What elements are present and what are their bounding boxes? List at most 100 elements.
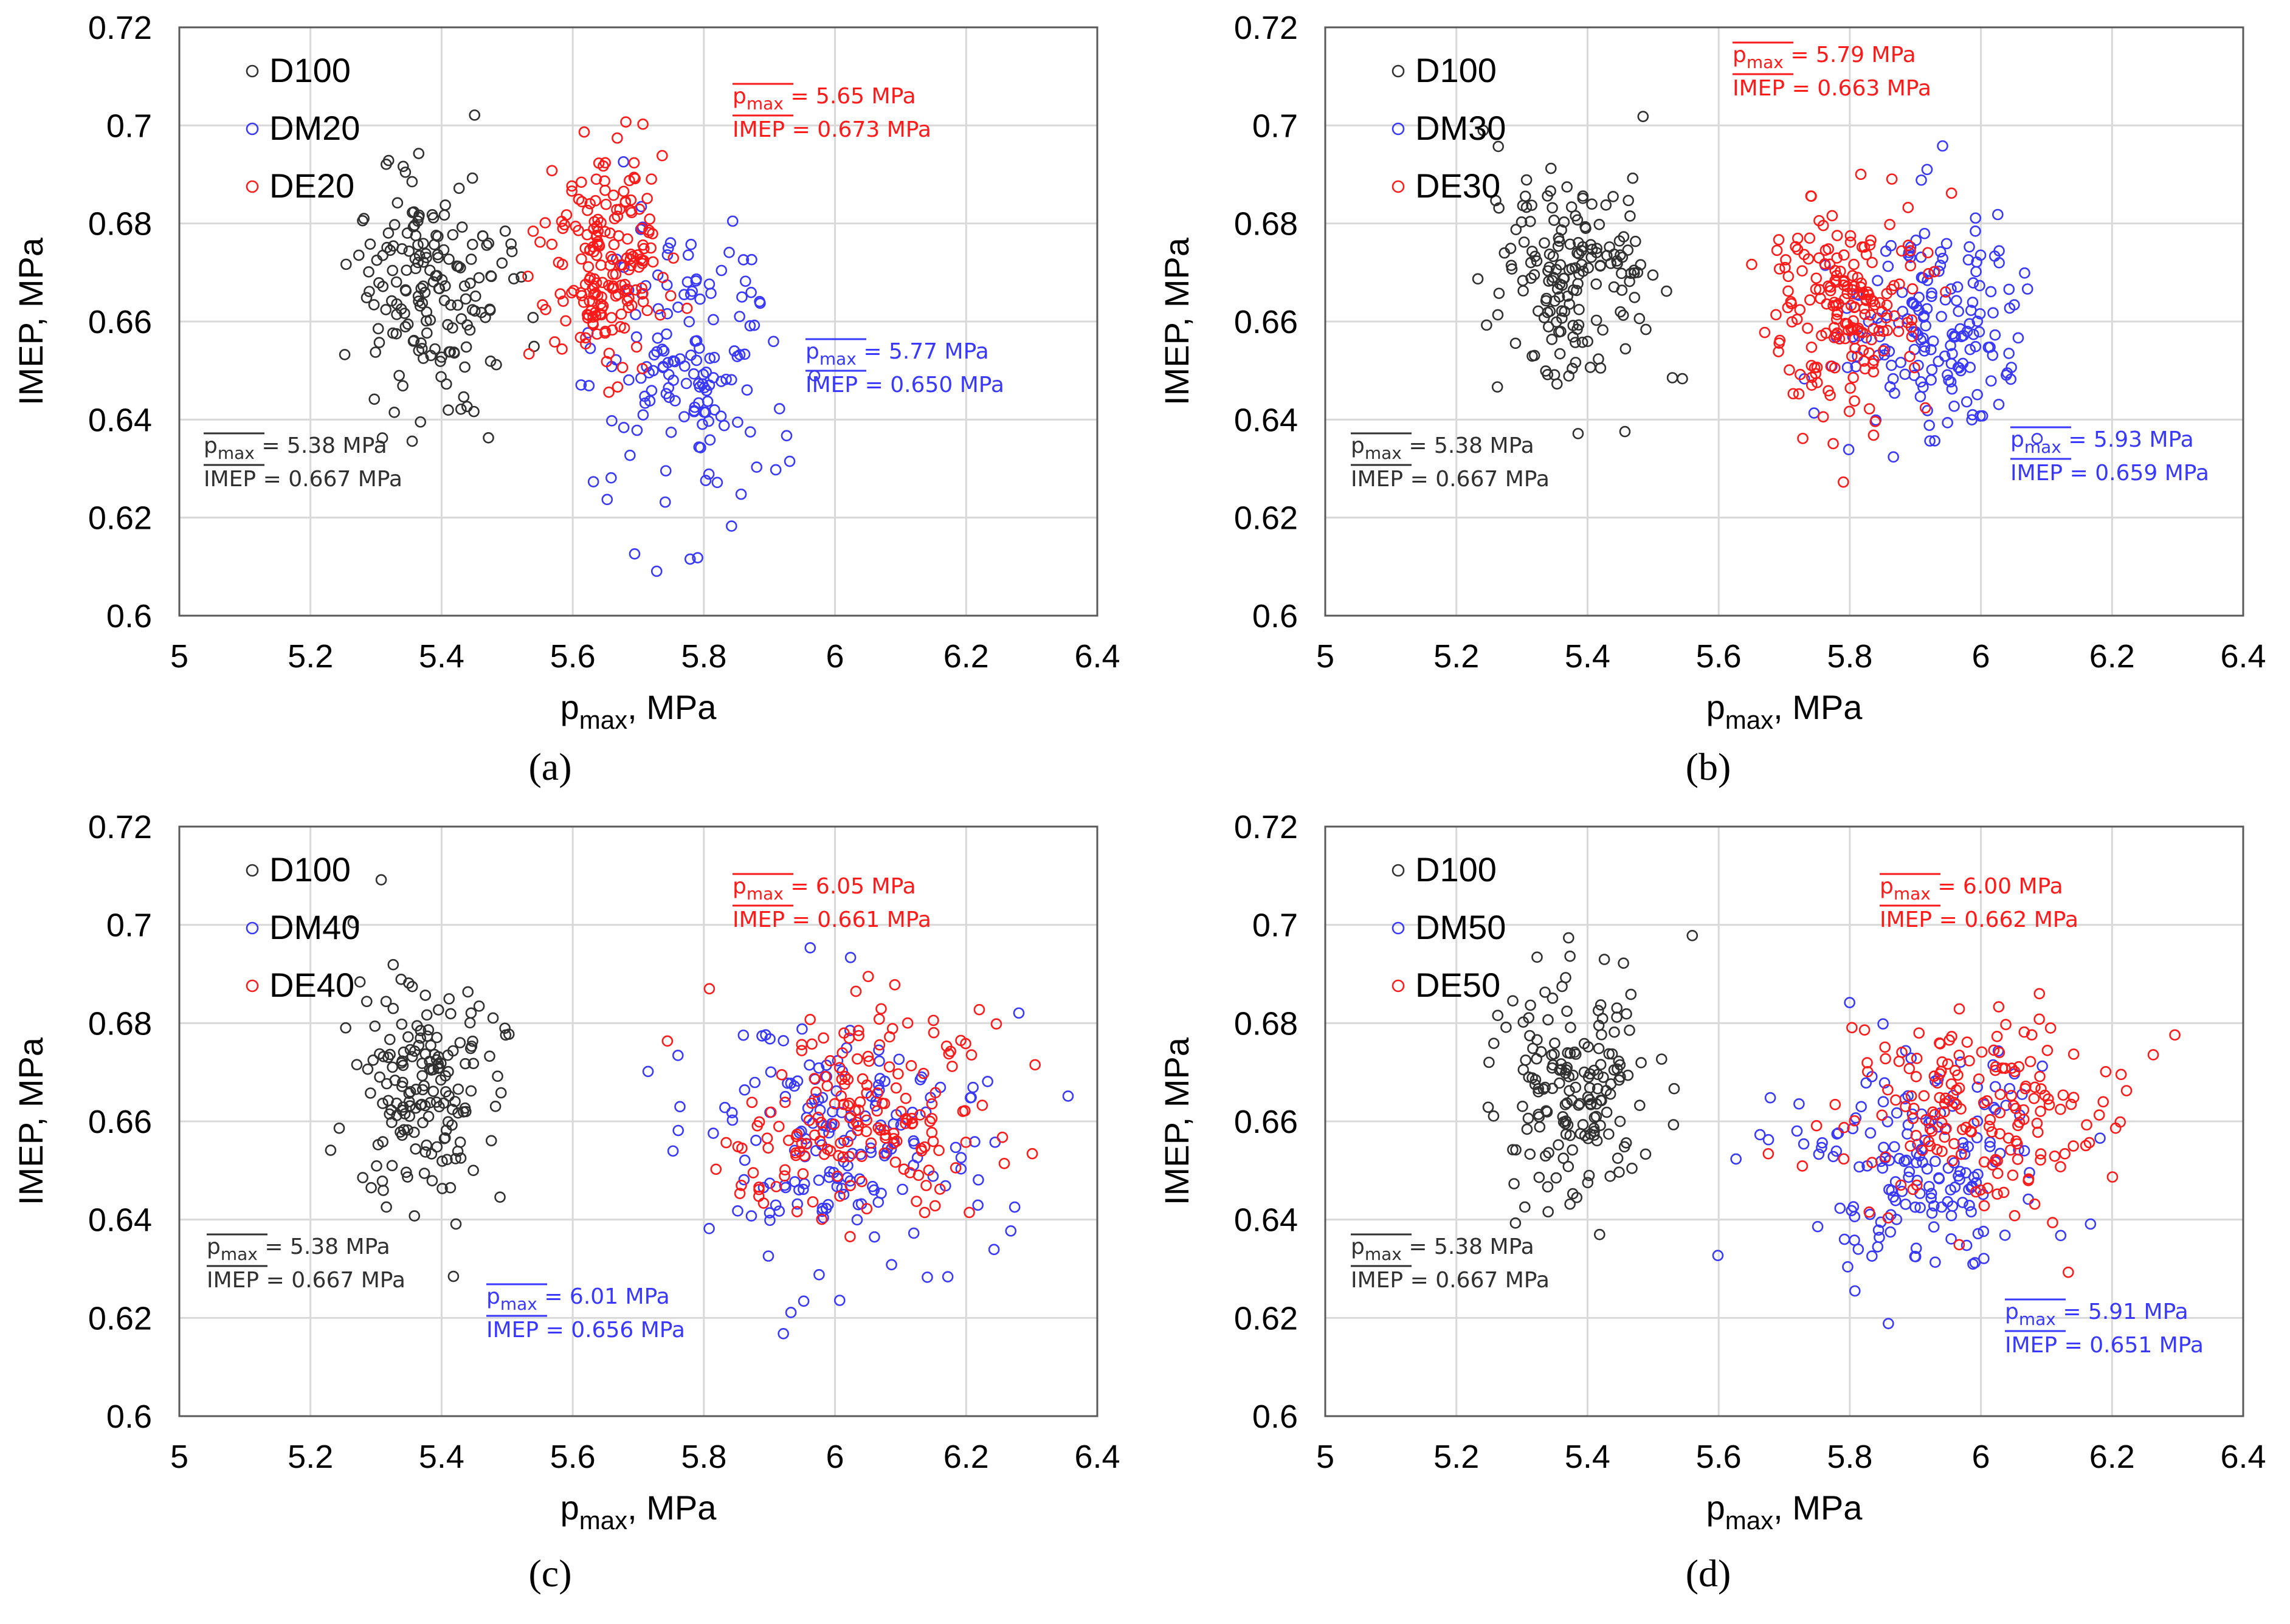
- data-point: [1570, 357, 1582, 368]
- data-point: [576, 290, 588, 301]
- data-point: [370, 346, 381, 358]
- data-point: [1571, 1191, 1583, 1203]
- data-point: [1903, 1166, 1916, 1178]
- x-tick-label: 6: [1972, 638, 1990, 675]
- data-point: [842, 1136, 854, 1147]
- data-point: [862, 1050, 874, 1062]
- data-point: [1876, 306, 1888, 317]
- data-point: [1910, 1130, 1922, 1141]
- data-point: [1565, 201, 1578, 213]
- data-point: [697, 368, 709, 380]
- data-point: [1523, 1012, 1534, 1024]
- pmax-mean-text: pmax = 6.00 MPa: [1880, 874, 2063, 904]
- data-point: [1572, 428, 1584, 439]
- data-point: [1810, 283, 1822, 295]
- data-point: [1517, 1064, 1530, 1076]
- data-point: [1841, 287, 1853, 300]
- data-point: [1774, 334, 1786, 346]
- data-point: [418, 238, 429, 249]
- data-point: [1617, 309, 1629, 321]
- data-point: [625, 194, 637, 206]
- data-point: [656, 150, 668, 162]
- data-point: [449, 1096, 461, 1107]
- data-point: [1542, 1206, 1554, 1218]
- data-point: [620, 116, 632, 128]
- data-point: [396, 1018, 408, 1030]
- data-point: [734, 311, 745, 323]
- data-point: [424, 1062, 436, 1075]
- data-point: [892, 1068, 904, 1080]
- data-point: [650, 565, 663, 577]
- data-point: [1477, 125, 1489, 136]
- data-point: [1598, 1072, 1609, 1083]
- data-point: [844, 952, 857, 963]
- data-point: [718, 419, 730, 432]
- data-point: [805, 1097, 818, 1109]
- data-point: [765, 1066, 777, 1078]
- data-point: [1989, 1064, 2001, 1076]
- data-point: [1677, 373, 1688, 385]
- data-point: [576, 253, 587, 265]
- data-point: [1582, 1177, 1594, 1189]
- data-point: [1622, 1069, 1634, 1081]
- data-point: [736, 1179, 747, 1191]
- data-point: [1881, 325, 1893, 336]
- data-point: [773, 403, 785, 415]
- y-tick-label: 0.66: [88, 304, 152, 340]
- data-point: [421, 327, 433, 339]
- data-point: [929, 1200, 941, 1212]
- data-point: [1808, 407, 1820, 419]
- data-point: [436, 351, 447, 363]
- data-point: [440, 1124, 452, 1136]
- data-point: [762, 1142, 774, 1154]
- legend-entry: D100: [269, 51, 351, 89]
- data-point: [406, 980, 418, 993]
- data-point: [1945, 283, 1957, 295]
- data-point: [2024, 1056, 2037, 1067]
- data-point: [2035, 1106, 2046, 1117]
- data-point: [1483, 1056, 1495, 1068]
- data-point: [2043, 1099, 2055, 1111]
- data-point: [372, 323, 384, 335]
- data-point: [1846, 350, 1858, 362]
- y-tick-label: 0.72: [88, 10, 152, 46]
- data-point: [1730, 1153, 1742, 1165]
- data-point: [711, 477, 723, 489]
- data-point: [661, 328, 672, 340]
- data-point: [1910, 1071, 1922, 1082]
- data-point: [1838, 1121, 1850, 1134]
- data-point: [1552, 240, 1564, 252]
- data-point: [625, 248, 637, 260]
- data-point: [1919, 227, 1931, 239]
- imep-mean-text: IMEP = 0.663 MPa: [1733, 76, 1931, 101]
- data-point: [785, 1307, 797, 1318]
- y-tick-label: 0.6: [1252, 1399, 1298, 1435]
- data-point: [1974, 308, 1986, 320]
- data-point: [333, 1122, 345, 1134]
- data-point: [1925, 374, 1937, 386]
- data-point: [1936, 1146, 1948, 1157]
- data-point: [919, 1141, 931, 1153]
- data-point: [1816, 1141, 1827, 1154]
- data-point: [1831, 230, 1843, 241]
- data-point: [1925, 1188, 1937, 1200]
- imep-mean-text: IMEP = 0.661 MPa: [733, 907, 931, 932]
- mean-annotation-DM50: pmax = 5.91 MPa IMEP = 0.651 MPa: [2005, 1298, 2204, 1358]
- data-point: [889, 1156, 902, 1168]
- data-point: [828, 1118, 840, 1130]
- data-point: [1500, 1021, 1512, 1033]
- data-point: [2033, 1013, 2045, 1025]
- data-point: [1565, 1022, 1576, 1033]
- data-point: [864, 1142, 877, 1154]
- data-point: [1771, 244, 1783, 256]
- data-point: [1590, 1110, 1602, 1123]
- data-point: [908, 1227, 920, 1239]
- data-point: [1928, 1200, 1940, 1212]
- data-point: [1847, 270, 1858, 281]
- data-point: [2018, 1145, 2030, 1157]
- data-point: [873, 1044, 885, 1056]
- data-point: [1533, 305, 1544, 317]
- data-point: [1586, 198, 1598, 210]
- series-DM50: [1712, 997, 2106, 1329]
- data-point: [1823, 385, 1834, 397]
